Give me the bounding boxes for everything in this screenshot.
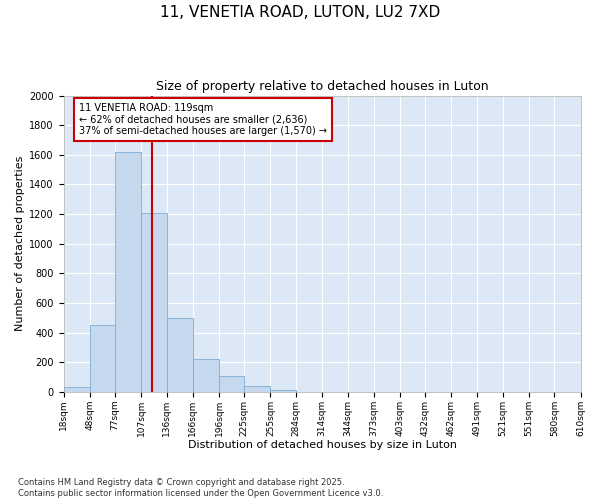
Bar <box>193 359 219 392</box>
Bar <box>167 318 193 392</box>
Title: Size of property relative to detached houses in Luton: Size of property relative to detached ho… <box>155 80 488 93</box>
Bar <box>64 388 90 392</box>
Bar <box>271 390 296 392</box>
Bar <box>141 212 167 392</box>
Text: 11, VENETIA ROAD, LUTON, LU2 7XD: 11, VENETIA ROAD, LUTON, LU2 7XD <box>160 5 440 20</box>
Bar <box>244 386 271 392</box>
Text: 11 VENETIA ROAD: 119sqm
← 62% of detached houses are smaller (2,636)
37% of semi: 11 VENETIA ROAD: 119sqm ← 62% of detache… <box>79 103 327 136</box>
Bar <box>115 152 141 392</box>
X-axis label: Distribution of detached houses by size in Luton: Distribution of detached houses by size … <box>188 440 457 450</box>
Bar <box>90 325 115 392</box>
Text: Contains HM Land Registry data © Crown copyright and database right 2025.
Contai: Contains HM Land Registry data © Crown c… <box>18 478 383 498</box>
Bar <box>219 376 244 392</box>
Y-axis label: Number of detached properties: Number of detached properties <box>15 156 25 332</box>
